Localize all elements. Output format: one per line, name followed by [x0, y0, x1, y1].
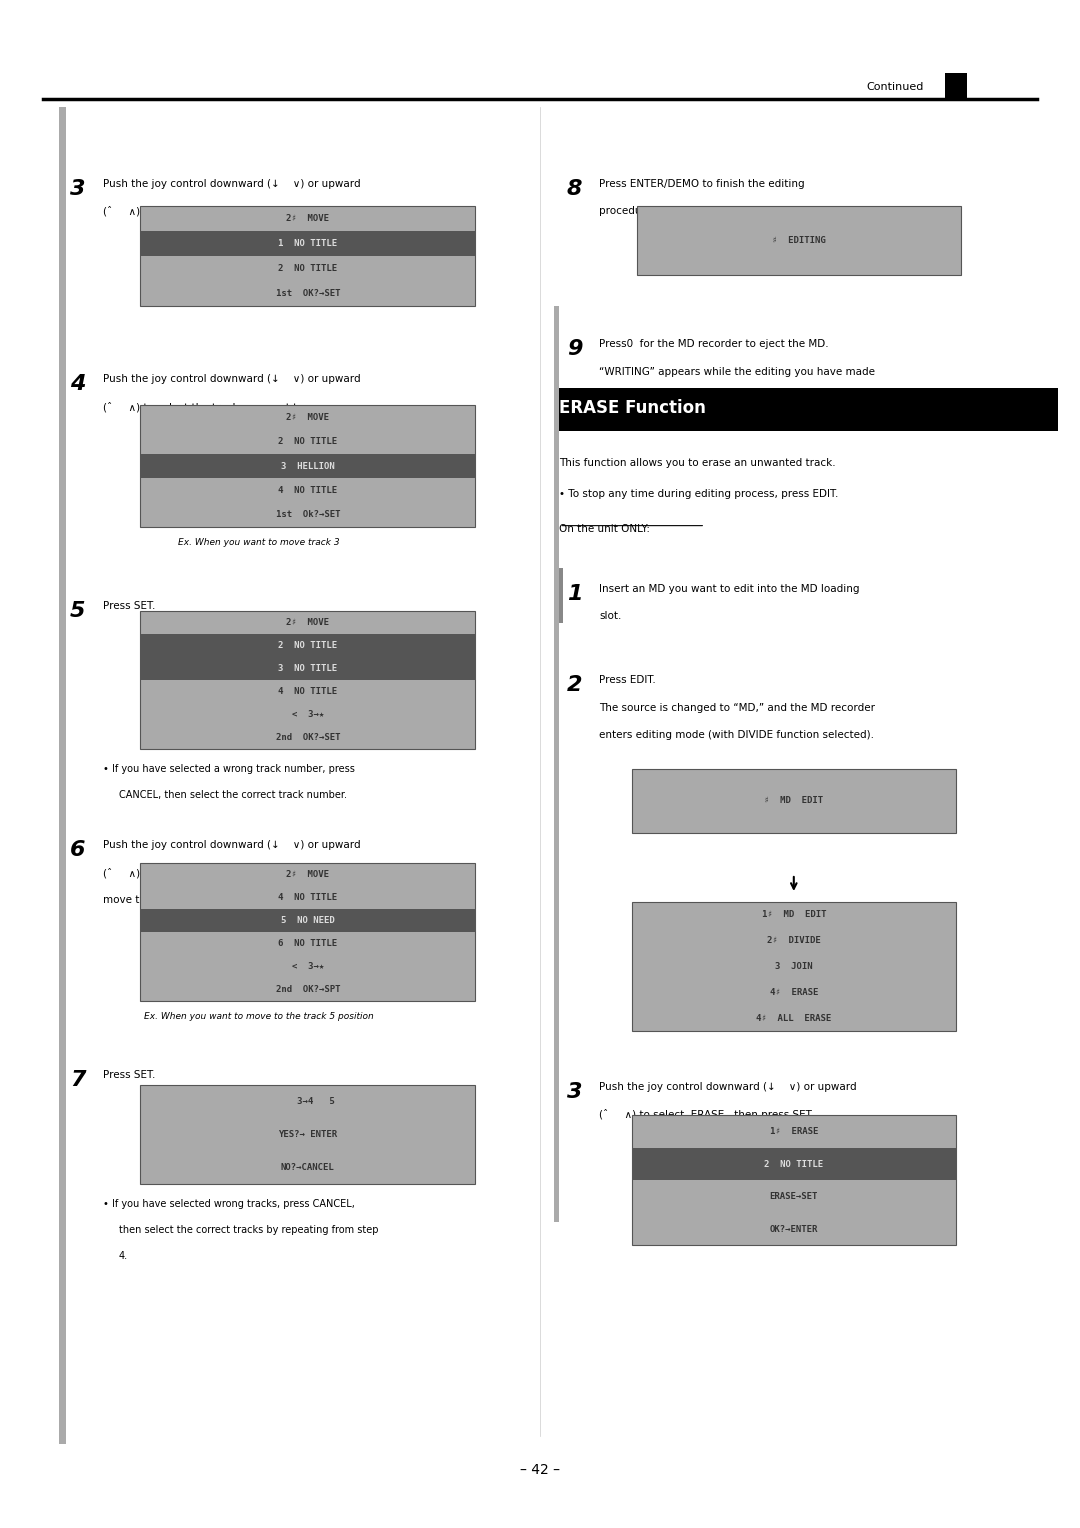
Text: 6  NO TITLE: 6 NO TITLE	[279, 940, 337, 947]
Text: 9: 9	[567, 339, 582, 359]
Text: <  3→★: < 3→★	[292, 711, 324, 718]
Text: 2♯  MOVE: 2♯ MOVE	[286, 214, 329, 223]
Text: 4  NO TITLE: 4 NO TITLE	[279, 688, 337, 695]
FancyBboxPatch shape	[556, 388, 1058, 431]
Text: “WRITING” appears while the editing you have made: “WRITING” appears while the editing you …	[599, 367, 876, 377]
FancyBboxPatch shape	[140, 454, 475, 478]
Text: CANCEL, then select the correct track number.: CANCEL, then select the correct track nu…	[119, 790, 347, 801]
Text: – 42 –: – 42 –	[519, 1462, 561, 1478]
Text: 4♯  ERASE: 4♯ ERASE	[770, 989, 818, 996]
Text: is being recorded on the MD.: is being recorded on the MD.	[599, 394, 751, 405]
Text: 1st  OK?→SET: 1st OK?→SET	[275, 289, 340, 298]
Text: Push the joy control downward (↓    ∨) or upward: Push the joy control downward (↓ ∨) or u…	[103, 374, 361, 385]
Text: 2  NO TITLE: 2 NO TITLE	[279, 437, 337, 446]
Text: 4.: 4.	[119, 1251, 127, 1262]
Text: 4  NO TITLE: 4 NO TITLE	[279, 894, 337, 902]
Text: 2♯  MOVE: 2♯ MOVE	[286, 413, 329, 422]
FancyBboxPatch shape	[140, 206, 475, 306]
Text: then select the correct tracks by repeating from step: then select the correct tracks by repeat…	[119, 1225, 378, 1236]
FancyBboxPatch shape	[632, 1148, 956, 1180]
Text: Push the joy control downward (↓    ∨) or upward: Push the joy control downward (↓ ∨) or u…	[103, 840, 361, 851]
Text: <  3→★: < 3→★	[292, 963, 324, 970]
Text: 3→4   5: 3→4 5	[281, 1097, 335, 1106]
Text: slot.: slot.	[599, 611, 622, 622]
FancyBboxPatch shape	[632, 902, 956, 1031]
Text: 7: 7	[70, 1070, 85, 1089]
Text: 1♯  MD  EDIT: 1♯ MD EDIT	[761, 911, 826, 918]
FancyBboxPatch shape	[554, 306, 559, 1222]
Text: • If you have selected wrong tracks, press CANCEL,: • If you have selected wrong tracks, pre…	[103, 1199, 354, 1210]
Text: Ex. When you want to move to the track 5 position: Ex. When you want to move to the track 5…	[145, 1012, 374, 1021]
FancyBboxPatch shape	[637, 206, 961, 275]
Text: 4: 4	[70, 374, 85, 394]
Text: enters editing mode (with DIVIDE function selected).: enters editing mode (with DIVIDE functio…	[599, 730, 875, 741]
Text: Push the joy control downward (↓    ∨) or upward: Push the joy control downward (↓ ∨) or u…	[103, 179, 361, 189]
Text: The source is changed to “MD,” and the MD recorder: The source is changed to “MD,” and the M…	[599, 703, 876, 714]
FancyBboxPatch shape	[140, 863, 475, 1001]
Text: 3  HELLION: 3 HELLION	[281, 461, 335, 471]
Text: 4♯  ALL  ERASE: 4♯ ALL ERASE	[756, 1015, 832, 1022]
FancyBboxPatch shape	[140, 405, 475, 527]
Text: (ˆ     ∧) to select  MOVE,  then press SET.: (ˆ ∧) to select MOVE, then press SET.	[103, 206, 314, 217]
Text: Press SET.: Press SET.	[103, 1070, 154, 1080]
Text: 4  NO TITLE: 4 NO TITLE	[279, 486, 337, 495]
Text: ♯  MD  EDIT: ♯ MD EDIT	[765, 796, 823, 805]
Text: 1: 1	[567, 584, 582, 604]
Text: • If you have selected a wrong track number, press: • If you have selected a wrong track num…	[103, 764, 354, 775]
Text: move the track.: move the track.	[103, 895, 186, 906]
FancyBboxPatch shape	[140, 909, 475, 932]
Text: Press ENTER/DEMO to finish the editing: Press ENTER/DEMO to finish the editing	[599, 179, 805, 189]
Text: (ˆ     ∧) to select the position where you want to: (ˆ ∧) to select the position where you w…	[103, 868, 353, 879]
Text: 5: 5	[70, 601, 85, 620]
Text: (ˆ     ∧) to select the track you want to move.: (ˆ ∧) to select the track you want to mo…	[103, 402, 339, 413]
Text: 1  NO TITLE: 1 NO TITLE	[279, 238, 337, 248]
Text: This function allows you to erase an unwanted track.: This function allows you to erase an unw…	[559, 458, 836, 469]
Text: 3: 3	[567, 1082, 582, 1102]
Text: 1♯  ERASE: 1♯ ERASE	[770, 1128, 818, 1137]
Text: 2  NO TITLE: 2 NO TITLE	[279, 642, 337, 649]
Text: 8: 8	[567, 179, 582, 199]
Text: 2  NO TITLE: 2 NO TITLE	[765, 1160, 823, 1169]
Text: 2nd  OK?→SET: 2nd OK?→SET	[275, 733, 340, 741]
Text: • To stop any time during editing process, press EDIT.: • To stop any time during editing proces…	[559, 489, 839, 500]
Text: 2: 2	[567, 675, 582, 695]
Text: 3: 3	[70, 179, 85, 199]
Text: ♯  EDITING: ♯ EDITING	[772, 237, 826, 244]
Text: procedure.: procedure.	[599, 206, 656, 217]
Text: 3  JOIN: 3 JOIN	[775, 963, 812, 970]
Text: OK?→ENTER: OK?→ENTER	[770, 1224, 818, 1233]
Text: (ˆ     ∧) to select  ERASE,  then press SET.: (ˆ ∧) to select ERASE, then press SET.	[599, 1109, 814, 1120]
Text: Press0  for the MD recorder to eject the MD.: Press0 for the MD recorder to eject the …	[599, 339, 829, 350]
FancyBboxPatch shape	[140, 231, 475, 255]
Text: ERASE→SET: ERASE→SET	[770, 1192, 818, 1201]
FancyBboxPatch shape	[140, 1085, 475, 1184]
Text: Continued: Continued	[866, 83, 923, 92]
FancyBboxPatch shape	[140, 634, 475, 657]
Text: 2♯  MOVE: 2♯ MOVE	[286, 871, 329, 879]
FancyBboxPatch shape	[140, 657, 475, 680]
Text: On the unit ONLY:: On the unit ONLY:	[559, 524, 650, 535]
Text: Press SET.: Press SET.	[103, 601, 154, 611]
Text: Ex. When you want to move track 3: Ex. When you want to move track 3	[178, 538, 340, 547]
FancyBboxPatch shape	[558, 568, 563, 623]
Text: Push the joy control downward (↓    ∨) or upward: Push the joy control downward (↓ ∨) or u…	[599, 1082, 858, 1093]
Text: NO?→CANCEL: NO?→CANCEL	[281, 1163, 335, 1172]
Text: ERASE Function: ERASE Function	[559, 399, 706, 417]
Text: 5  NO NEED: 5 NO NEED	[281, 917, 335, 924]
Text: Insert an MD you want to edit into the MD loading: Insert an MD you want to edit into the M…	[599, 584, 860, 594]
FancyBboxPatch shape	[140, 611, 475, 749]
Text: 2nd  OK?→SPT: 2nd OK?→SPT	[275, 986, 340, 993]
FancyBboxPatch shape	[632, 1115, 956, 1245]
Text: Press EDIT.: Press EDIT.	[599, 675, 657, 686]
Text: 2♯  MOVE: 2♯ MOVE	[286, 619, 329, 626]
FancyBboxPatch shape	[59, 107, 66, 1444]
Text: 6: 6	[70, 840, 85, 860]
Text: YES?→ ENTER: YES?→ ENTER	[279, 1131, 337, 1138]
Polygon shape	[945, 73, 967, 99]
Text: 2  NO TITLE: 2 NO TITLE	[279, 264, 337, 274]
FancyBboxPatch shape	[632, 769, 956, 833]
Text: 1st  Ok?→SET: 1st Ok?→SET	[275, 510, 340, 520]
Text: 3  NO TITLE: 3 NO TITLE	[279, 665, 337, 672]
Text: 2♯  DIVIDE: 2♯ DIVIDE	[767, 937, 821, 944]
